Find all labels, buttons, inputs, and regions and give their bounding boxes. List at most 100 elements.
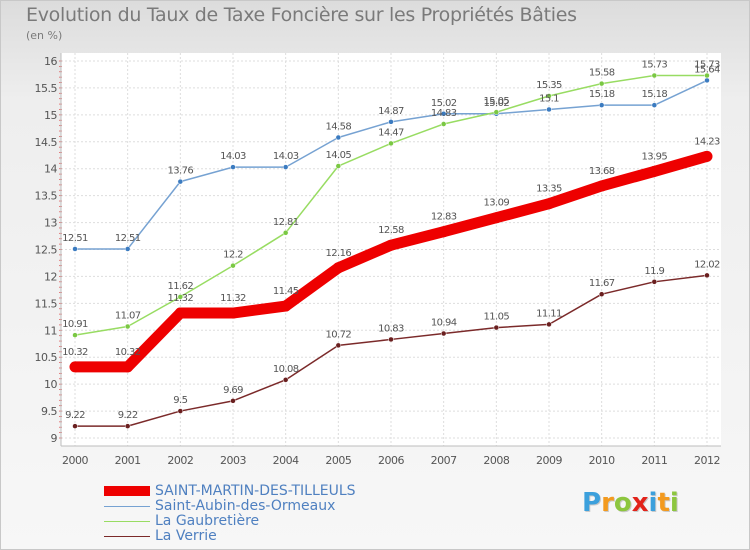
logo-letter: r xyxy=(601,488,614,518)
chart-subtitle: (en %) xyxy=(26,29,63,42)
legend-swatch xyxy=(104,535,150,537)
data-label-la-gaubreti-re: 11.62 xyxy=(168,281,194,292)
data-label-la-verrie: 11.11 xyxy=(536,308,562,319)
y-tick-label: 10.5 xyxy=(35,351,58,364)
data-point-la-gaubreti-re xyxy=(177,294,184,300)
y-tick-label: 14 xyxy=(44,163,57,176)
y-tick-label: 16 xyxy=(44,55,57,68)
y-tick-label: 10 xyxy=(44,378,57,391)
legend-swatch xyxy=(104,520,150,522)
data-point-saint-martin-des-tilleuls xyxy=(438,226,450,238)
data-point-la-verrie xyxy=(440,330,447,337)
y-tick-label: 13.5 xyxy=(35,190,58,203)
data-point-saint-martin-des-tilleuls xyxy=(648,165,660,177)
data-label-la-gaubreti-re: 14.05 xyxy=(326,150,352,161)
data-point-saint-aubin-des-ormeaux xyxy=(230,164,236,170)
data-point-la-gaubreti-re xyxy=(493,109,500,115)
data-label-saint-aubin-des-ormeaux: 14.87 xyxy=(378,106,404,117)
data-point-la-verrie xyxy=(598,291,605,297)
data-point-la-gaubreti-re xyxy=(651,72,658,79)
data-point-saint-aubin-des-ormeaux xyxy=(282,164,289,170)
data-point-la-verrie xyxy=(124,423,131,429)
y-tick-label: 14.5 xyxy=(35,136,58,149)
y-tick-label: 15.5 xyxy=(35,82,58,95)
data-point-la-gaubreti-re xyxy=(704,72,710,79)
data-point-saint-martin-des-tilleuls xyxy=(69,361,81,373)
data-point-saint-martin-des-tilleuls xyxy=(280,300,292,312)
data-label-saint-aubin-des-ormeaux: 14.58 xyxy=(326,121,352,132)
data-label-saint-martin-des-tilleuls: 11.32 xyxy=(168,293,194,304)
data-point-saint-martin-des-tilleuls xyxy=(596,180,608,192)
data-point-la-gaubreti-re xyxy=(335,163,342,169)
data-point-la-gaubreti-re xyxy=(440,121,447,127)
data-point-saint-martin-des-tilleuls xyxy=(701,150,713,162)
x-tick-label: 2003 xyxy=(220,454,246,467)
data-point-la-gaubreti-re xyxy=(124,323,131,330)
legend-label: SAINT-MARTIN-DES-TILLEULS xyxy=(155,483,356,499)
data-point-la-gaubreti-re xyxy=(282,230,289,236)
legend-label: Saint-Aubin-des-Ormeaux xyxy=(155,498,336,514)
data-label-saint-martin-des-tilleuls: 12.16 xyxy=(326,248,352,259)
data-point-saint-aubin-des-ormeaux xyxy=(704,77,710,84)
chart-title: Evolution du Taux de Taxe Foncière sur l… xyxy=(26,4,577,26)
y-tick-label: 9 xyxy=(51,432,58,445)
logo-letter: i xyxy=(648,488,658,518)
proxiti-logo: Proxiti xyxy=(582,488,679,518)
data-point-saint-martin-des-tilleuls xyxy=(122,361,134,373)
data-point-saint-martin-des-tilleuls xyxy=(543,198,555,210)
data-point-la-gaubreti-re xyxy=(546,93,552,99)
x-tick-label: 2012 xyxy=(694,454,720,467)
data-label-la-gaubreti-re: 14.83 xyxy=(431,108,457,119)
data-label-saint-aubin-des-ormeaux: 15.1 xyxy=(539,93,559,104)
data-label-saint-aubin-des-ormeaux: 15.64 xyxy=(694,64,720,75)
data-point-la-gaubreti-re xyxy=(72,332,78,338)
data-point-la-verrie xyxy=(230,398,236,404)
data-point-saint-aubin-des-ormeaux xyxy=(177,178,184,185)
data-label-la-verrie: 10.94 xyxy=(431,318,457,329)
legend-label: La Gaubretière xyxy=(155,513,260,529)
data-point-saint-aubin-des-ormeaux xyxy=(440,111,447,117)
data-label-saint-aubin-des-ormeaux: 15.18 xyxy=(589,89,615,100)
data-point-la-gaubreti-re xyxy=(598,80,605,87)
data-label-la-gaubreti-re: 15.35 xyxy=(536,80,562,91)
data-label-saint-aubin-des-ormeaux: 13.76 xyxy=(168,166,194,177)
data-label-la-verrie: 9.22 xyxy=(118,410,138,421)
data-point-la-verrie xyxy=(72,423,78,429)
data-point-saint-aubin-des-ormeaux xyxy=(546,106,552,113)
x-tick-label: 2002 xyxy=(167,454,193,467)
data-label-saint-martin-des-tilleuls: 12.58 xyxy=(378,225,404,236)
x-tick-label: 2005 xyxy=(325,454,351,467)
data-point-saint-aubin-des-ormeaux xyxy=(598,102,605,108)
data-point-la-verrie xyxy=(177,408,184,414)
data-point-saint-martin-des-tilleuls xyxy=(385,239,397,251)
data-label-la-verrie: 11.9 xyxy=(644,266,664,277)
data-label-saint-martin-des-tilleuls: 13.09 xyxy=(484,198,510,209)
data-point-la-gaubreti-re xyxy=(388,140,394,147)
legend-swatch xyxy=(104,505,150,507)
data-point-saint-aubin-des-ormeaux xyxy=(388,119,394,125)
data-point-saint-aubin-des-ormeaux xyxy=(72,246,78,252)
data-label-la-gaubreti-re: 10.91 xyxy=(62,319,88,330)
data-label-la-verrie: 10.83 xyxy=(378,323,404,334)
data-point-saint-aubin-des-ormeaux xyxy=(651,102,658,108)
x-tick-label: 2000 xyxy=(62,454,88,467)
x-tick-label: 2008 xyxy=(483,454,509,467)
data-label-la-gaubreti-re: 15.73 xyxy=(642,60,668,71)
data-label-saint-aubin-des-ormeaux: 12.51 xyxy=(115,233,141,244)
logo-letter: x xyxy=(631,488,649,518)
data-label-la-gaubreti-re: 14.47 xyxy=(378,127,404,138)
data-label-la-verrie: 9.22 xyxy=(65,410,85,421)
data-point-saint-aubin-des-ormeaux xyxy=(124,246,131,252)
data-label-saint-martin-des-tilleuls: 12.83 xyxy=(431,212,457,223)
y-tick-label: 9.5 xyxy=(41,405,57,418)
logo-letter: t xyxy=(657,488,670,518)
data-label-la-gaubreti-re: 12.81 xyxy=(273,217,299,228)
data-label-saint-martin-des-tilleuls: 14.23 xyxy=(694,136,720,147)
x-tick-label: 2001 xyxy=(115,454,141,467)
data-point-la-verrie xyxy=(493,324,500,331)
data-point-saint-martin-des-tilleuls xyxy=(490,212,502,224)
data-label-la-gaubreti-re: 15.73 xyxy=(694,60,720,71)
data-point-la-verrie xyxy=(335,342,342,349)
data-point-saint-martin-des-tilleuls xyxy=(332,262,344,274)
